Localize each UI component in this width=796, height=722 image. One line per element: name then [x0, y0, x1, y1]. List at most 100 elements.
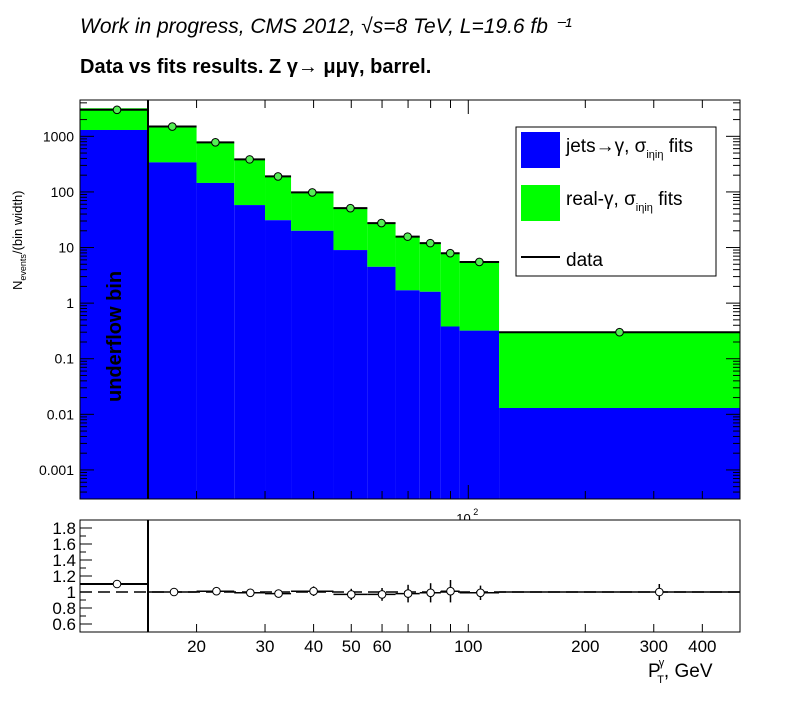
- bar-jets-5: [333, 250, 368, 499]
- ratio-y-tick-label: 1: [67, 583, 76, 602]
- y-tick-label: 0.01: [47, 406, 74, 422]
- legend-swatch-jets: [521, 132, 560, 168]
- y-tick-label: 1000: [43, 128, 74, 144]
- legend-label-jets-main: jets→γ, σ: [565, 136, 647, 157]
- legend-swatch-real: [521, 185, 560, 221]
- data-point-4: [307, 188, 317, 197]
- ratio-point-0: [169, 587, 179, 597]
- bar-real-5: [333, 208, 368, 251]
- ratio-frame: [79, 519, 741, 633]
- y-tick-label: 0.1: [55, 351, 75, 367]
- ratio-x-tick-label: 20: [187, 637, 206, 656]
- x-tick-exp-main: 2: [473, 507, 478, 517]
- y-tick-label: 1: [66, 295, 74, 311]
- ratio-x-tick-label: 100: [454, 637, 482, 656]
- data-point-underflow: [112, 105, 122, 115]
- data-point-5: [346, 203, 355, 213]
- bar-jets-7: [395, 290, 420, 499]
- main-frame: [79, 99, 741, 500]
- data-point-2: [245, 155, 254, 164]
- ratio-x-tick-label: 200: [571, 637, 599, 656]
- ratio-point-7: [403, 589, 413, 598]
- x-axis-title-sub: T: [657, 674, 664, 686]
- data-point-0: [167, 122, 177, 131]
- ratio-point-2: [246, 588, 255, 598]
- x-axis-title-sup: γ: [659, 657, 665, 669]
- ratio-point-5: [346, 590, 356, 599]
- ratio-point-1: [212, 586, 221, 596]
- bar-jets-1: [196, 182, 235, 499]
- ratio-point-4: [309, 586, 318, 596]
- legend-label-real-tail: fits: [653, 189, 683, 210]
- ratio-y-tick-label: 0.8: [52, 599, 76, 618]
- bar-real-2: [234, 159, 266, 206]
- y-axis-title: Nevents/(bin width): [10, 191, 28, 291]
- ratio-y-tick-label: 0.6: [52, 615, 76, 634]
- ratio-x-tick-label: 400: [688, 637, 716, 656]
- ratio-x-tick-label: 50: [342, 637, 361, 656]
- data-point-6: [377, 218, 386, 228]
- bar-real-underflow: [80, 108, 148, 130]
- bar-real-9: [440, 253, 460, 327]
- y-tick-label: 0.001: [39, 462, 74, 478]
- legend-label-jets: jets→γ, σiηiη fits: [565, 136, 693, 161]
- ratio-point-underflow: [112, 579, 122, 589]
- legend-label-jets-tail: fits: [663, 136, 693, 157]
- x-axis-title-tail: , GeV: [664, 661, 713, 682]
- ratio-x-tick-label: 300: [640, 637, 668, 656]
- data-point-3: [273, 172, 283, 181]
- y-axis-title-tail: /(bin width): [10, 191, 25, 255]
- bar-jets-4: [291, 230, 334, 499]
- ratio-x-tick-label: 60: [373, 637, 392, 656]
- ratio-y-tick-label: 1.2: [52, 567, 76, 586]
- bar-real-4: [291, 192, 334, 231]
- legend-label-real: real-γ, σiηiη fits: [566, 189, 682, 214]
- ratio-point-9: [446, 586, 455, 596]
- bar-jets-0: [148, 162, 197, 499]
- ratio-y-tick-label: 1.4: [52, 551, 76, 570]
- bar-jets-10: [459, 330, 500, 499]
- bar-jets-8: [419, 291, 441, 499]
- legend-label-data: data: [566, 250, 603, 271]
- y-axis-title-sub: events: [18, 254, 28, 281]
- chart-subtitle: Data vs fits results. Z γ→ μμγ, barrel.: [80, 56, 432, 78]
- bar-real-6: [367, 223, 396, 267]
- data-point-10: [475, 257, 484, 267]
- bar-jets-6: [367, 266, 396, 499]
- legend-label-jets-sub: iηiη: [646, 149, 663, 161]
- y-tick-label: 100: [51, 184, 75, 200]
- bar-real-8: [419, 243, 441, 292]
- ratio-point-10: [476, 588, 485, 598]
- ratio-point-11: [654, 587, 664, 597]
- bar-jets-11: [499, 407, 740, 499]
- data-point-11: [615, 327, 624, 337]
- bar-real-3: [265, 176, 292, 221]
- legend-label-real-sub: iηiη: [636, 202, 653, 214]
- bar-jets-9: [440, 326, 460, 499]
- underflow-label: underflow bin: [104, 271, 126, 402]
- x-axis-title: Pγ T, GeV: [648, 657, 713, 686]
- ratio-y-tick-label: 1.6: [52, 535, 76, 554]
- bar-jets-3: [265, 220, 292, 499]
- bar-real-0: [148, 126, 197, 163]
- x-axis-title-main: P: [648, 661, 661, 682]
- bar-real-1: [196, 142, 235, 183]
- ratio-point-8: [426, 588, 435, 598]
- legend-label-real-main: real-γ, σ: [566, 189, 636, 210]
- y-axis-title-main: N: [10, 281, 25, 290]
- data-point-7: [403, 232, 412, 241]
- y-tick-label: 10: [58, 240, 74, 256]
- ratio-x-tick-label: 30: [256, 637, 275, 656]
- ratio-x-tick-label: 40: [304, 637, 323, 656]
- ratio-point-3: [274, 589, 283, 598]
- bar-jets-2: [234, 205, 266, 500]
- chart-title: Work in progress, CMS 2012, √s=8 TeV, L=…: [80, 15, 572, 38]
- data-point-1: [211, 138, 220, 147]
- data-point-8: [425, 238, 435, 248]
- data-point-9: [445, 248, 455, 258]
- ratio-plot: 0.60.811.21.41.61.8 20 30 40 50 60 100 200 300 40…: [52, 519, 741, 686]
- bar-real-10: [459, 261, 500, 331]
